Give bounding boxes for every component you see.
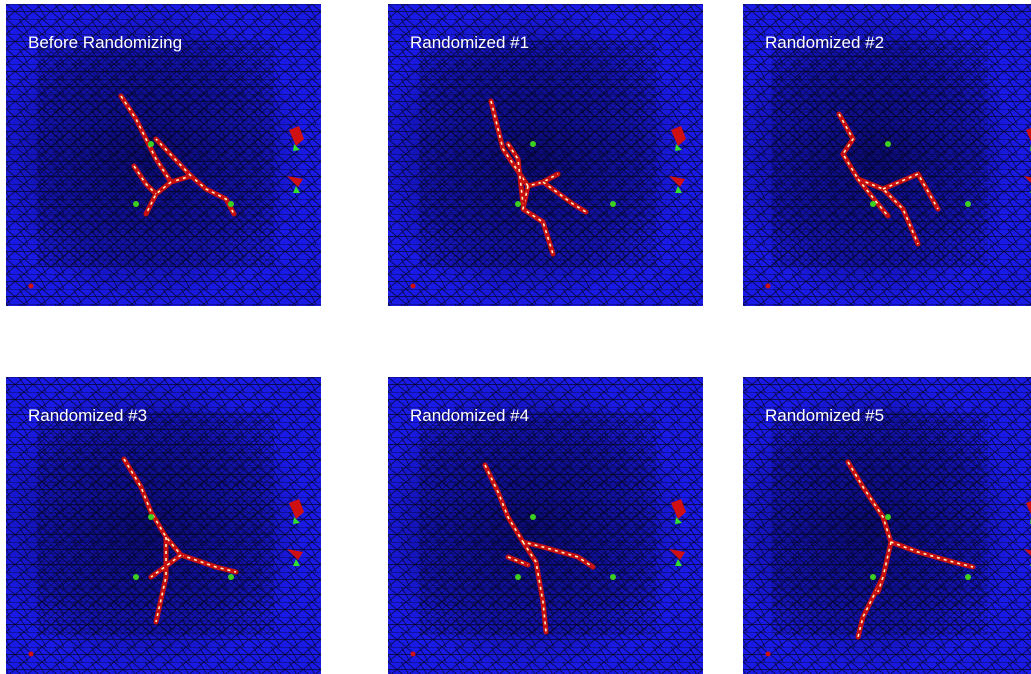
green-spot (885, 141, 891, 147)
green-spot (148, 141, 154, 147)
red-dot (766, 284, 771, 289)
page: Before Randomizing Randomized #1 Randomize… (0, 0, 1031, 674)
panel-label: Randomized #2 (765, 33, 884, 52)
green-spot (133, 574, 139, 580)
panel: Randomized #2 (743, 4, 1031, 306)
green-spot (515, 574, 521, 580)
panel: Randomized #4 (388, 377, 703, 674)
green-spot (870, 574, 876, 580)
red-dot (766, 652, 771, 657)
red-dot (29, 652, 34, 657)
panel-label: Randomized #1 (410, 33, 529, 52)
green-spot (610, 574, 616, 580)
green-spot (965, 574, 971, 580)
panel-label: Randomized #5 (765, 406, 884, 425)
green-spot (965, 201, 971, 207)
panel: Randomized #5 (743, 377, 1031, 674)
green-spot (530, 514, 536, 520)
red-dot (411, 652, 416, 657)
green-spot (870, 201, 876, 207)
panel-label: Before Randomizing (28, 33, 182, 52)
green-spot (610, 201, 616, 207)
panel: Randomized #1 (388, 4, 703, 306)
green-spot (530, 141, 536, 147)
panel: Randomized #3 (6, 377, 321, 674)
red-dot (29, 284, 34, 289)
green-spot (133, 201, 139, 207)
panel-label: Randomized #3 (28, 406, 147, 425)
figure: Before Randomizing Randomized #1 Randomize… (0, 0, 1031, 674)
green-spot (228, 201, 234, 207)
green-spot (148, 514, 154, 520)
panel-label: Randomized #4 (410, 406, 529, 425)
panel: Before Randomizing (6, 4, 321, 306)
green-spot (228, 574, 234, 580)
green-spot (885, 514, 891, 520)
red-dot (411, 284, 416, 289)
green-spot (515, 201, 521, 207)
